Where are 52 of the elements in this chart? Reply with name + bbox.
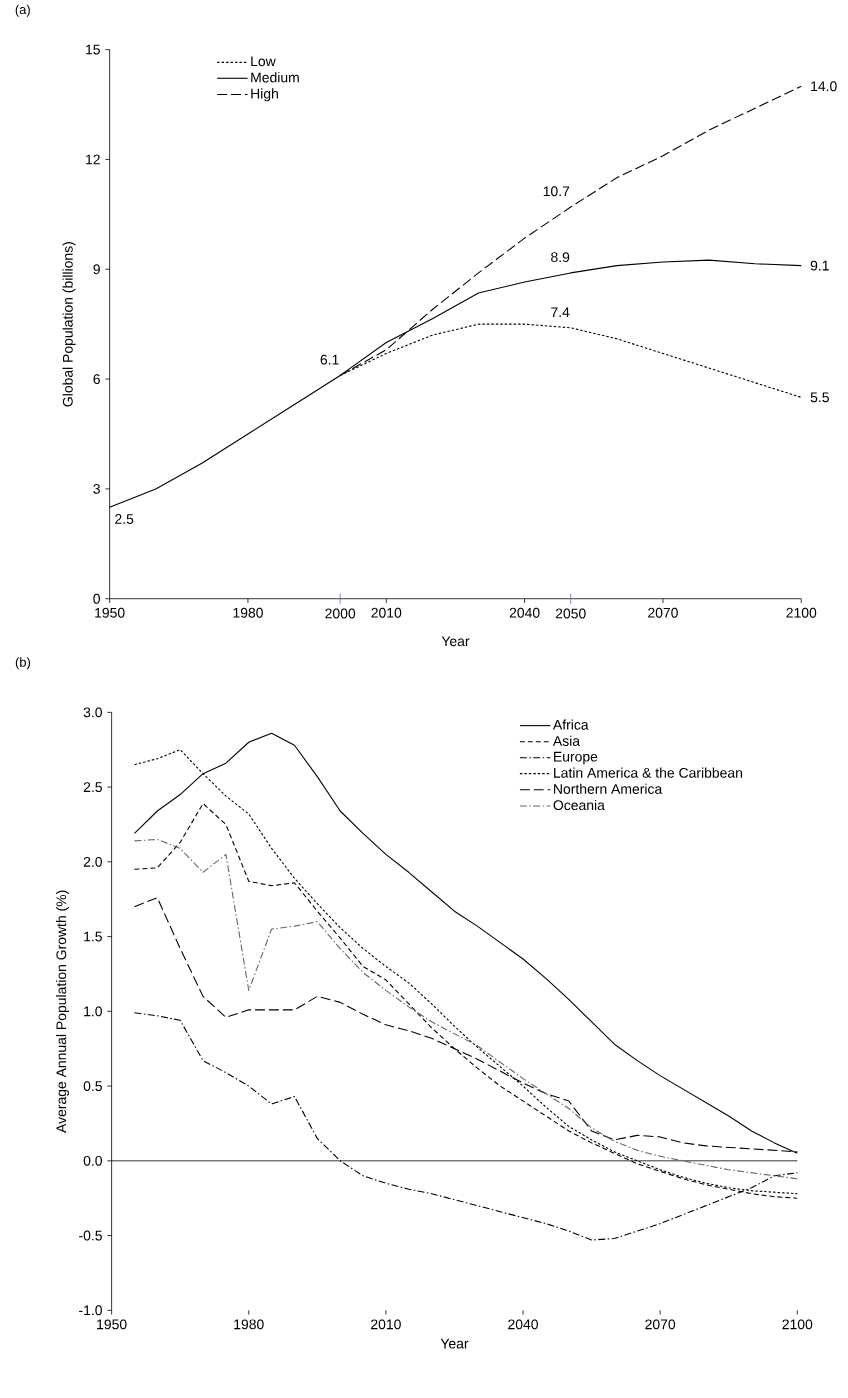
x-tick-label: 2000 <box>325 608 356 619</box>
x-tick-label: 2040 <box>508 1319 538 1330</box>
y-tick-label: 0.0 <box>83 1155 102 1166</box>
y-tick-label: -0.5 <box>79 1230 102 1241</box>
x-axis-title: Year <box>441 636 470 647</box>
legend-label: Asia <box>552 735 581 746</box>
y-tick-label: 0.5 <box>83 1081 102 1092</box>
y-tick-label: 0 <box>93 593 100 604</box>
y-tick-label: 2.0 <box>83 856 102 867</box>
x-tick-label: 2100 <box>786 607 817 618</box>
y-tick-label: 1.5 <box>84 931 102 942</box>
x-tick-label: 1950 <box>97 1319 127 1330</box>
legend-label: Europe <box>554 751 598 765</box>
y-axis-title: Global Population (billions) <box>62 242 76 407</box>
annotation: 8.9 <box>551 252 570 263</box>
y-axis-title: Average Annual Population Growth (%) <box>55 890 69 1133</box>
y-tick-label: 2.5 <box>83 782 102 793</box>
x-tick-label: 1980 <box>234 1319 264 1330</box>
y-tick-label: 15 <box>86 44 100 55</box>
x-tick-label: 2010 <box>371 607 402 618</box>
legend-label: Medium <box>251 72 299 83</box>
x-axis-title: Year <box>440 1338 469 1349</box>
annotation: 5.5 <box>810 392 829 403</box>
x-tick-label: 2070 <box>648 607 678 618</box>
x-tick-label: 2100 <box>782 1319 813 1330</box>
y-tick-label: 12 <box>86 154 100 165</box>
x-tick-label: 2050 <box>555 608 586 619</box>
legend-label: Africa <box>552 719 589 730</box>
y-tick-label: 9 <box>93 264 100 275</box>
x-tick-label: 1950 <box>95 607 125 618</box>
legend-label: High <box>251 88 278 102</box>
y-tick-label: 3.0 <box>83 707 102 718</box>
annotation: 9.1 <box>810 260 829 271</box>
x-tick-label: 2010 <box>371 1319 401 1330</box>
y-tick-label: 1.0 <box>84 1006 102 1017</box>
legend-label: Oceania <box>553 799 605 811</box>
annotation: 2.5 <box>115 514 134 524</box>
annotation: 14.0 <box>811 81 837 92</box>
chart-title: (a) <box>15 4 30 17</box>
annotation: 10.7 <box>543 186 570 197</box>
legend-label: Low <box>251 56 276 67</box>
y-tick-label: -1.0 <box>79 1305 102 1316</box>
chart-title: (b) <box>15 657 30 670</box>
legend-label: Northern America <box>554 783 663 794</box>
x-tick-label: 2040 <box>509 607 540 618</box>
x-tick-label: 1980 <box>233 607 263 618</box>
y-tick-label: 6 <box>93 374 100 385</box>
x-tick-label: 2070 <box>645 1319 676 1330</box>
y-tick-label: 3 <box>93 483 100 494</box>
legend-label: Latin America & the Caribbean <box>554 767 742 778</box>
annotation: 7.4 <box>551 307 570 317</box>
annotation: 6.1 <box>320 354 339 365</box>
